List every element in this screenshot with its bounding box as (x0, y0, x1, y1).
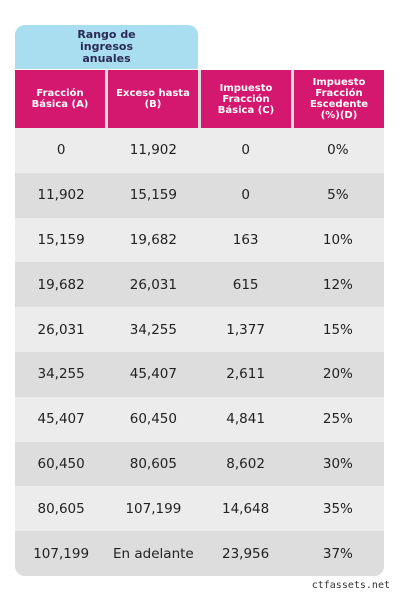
table-row: 34,255 45,407 2,611 20% (15, 351, 384, 397)
table-cell: 8,602 (226, 455, 265, 472)
table-row: 107,199 En adelante 23,956 37% (15, 531, 384, 576)
table-cell: 80,605 (37, 500, 85, 517)
table-row: 19,682 26,031 615 12% (15, 262, 384, 308)
table-cell: 163 (232, 231, 259, 248)
table-cell: 35% (322, 500, 353, 517)
table-row: 26,031 34,255 1,377 15% (15, 307, 384, 352)
table-row: 60,450 80,605 8,602 30% (15, 441, 384, 487)
table-row: 0 11,902 0 0% (15, 128, 384, 173)
table-cell: 23,956 (222, 545, 270, 562)
header-cell: Impuesto Fracción Básica (C) (201, 70, 291, 128)
table-cell: 45,407 (129, 366, 177, 383)
table-cell: En adelante (113, 545, 194, 562)
table-cell: 107,199 (125, 500, 182, 517)
table-cell: 0 (241, 142, 250, 159)
header-cell: Impuesto Fracción Escedente (%)(D) (294, 70, 384, 128)
table-cell: 14,648 (222, 500, 270, 517)
table-cell: 107,199 (33, 545, 90, 562)
table-cell: 5% (327, 187, 349, 204)
header-cell: Exceso hasta (B) (108, 70, 198, 128)
table-cell: 0 (56, 142, 66, 159)
header-cell: Fracción Básica (A) (15, 70, 105, 128)
table-row: 15,159 19,682 163 10% (15, 217, 384, 263)
table-cell: 11,902 (129, 142, 177, 159)
table-cell: 60,450 (37, 455, 85, 472)
table-row: 45,407 60,450 4,841 25% (15, 396, 384, 442)
table-cell: 26,031 (37, 321, 85, 338)
table-cell: 15,159 (37, 231, 85, 248)
table-row: 11,902 15,159 0 5% (15, 172, 384, 218)
table-cell: 30% (322, 455, 353, 472)
table-cell: 0% (327, 142, 349, 159)
table-cell: 0 (241, 187, 250, 204)
source: ctfassets.net (311, 580, 390, 591)
table-cell: 11,902 (37, 187, 85, 204)
table-cell: 4,841 (226, 411, 265, 428)
table-cell: 20% (322, 366, 353, 383)
table-cell: 34,255 (129, 321, 177, 338)
table-row: 80,605 107,199 14,648 35% (15, 486, 384, 532)
table-cell: 80,605 (129, 455, 177, 472)
table-cell: 25% (322, 411, 353, 428)
table-cell: 615 (232, 276, 259, 293)
table-cell: 34,255 (37, 366, 85, 383)
table-cell: 45,407 (37, 411, 85, 428)
table-cell: 19,682 (129, 231, 177, 248)
table-cell: 1,377 (226, 321, 265, 338)
table-cell: 26,031 (129, 276, 177, 293)
table-cell: 15,159 (129, 187, 177, 204)
table: Fracción Básica (A) Exceso hasta (B) Impue… (15, 70, 384, 576)
table-cell: 60,450 (129, 411, 177, 428)
table-cell: 10% (322, 231, 353, 248)
table-cell: 12% (322, 276, 353, 293)
table-cell: 37% (322, 545, 353, 562)
table-cell: 15% (322, 321, 353, 338)
header-row: Fracción Básica (A) Exceso hasta (B) Impue… (15, 70, 384, 128)
table-cell: 2,611 (226, 366, 265, 383)
table-cell: 19,682 (37, 276, 85, 293)
range-tab: Rango de ingresos anuales (15, 25, 198, 69)
